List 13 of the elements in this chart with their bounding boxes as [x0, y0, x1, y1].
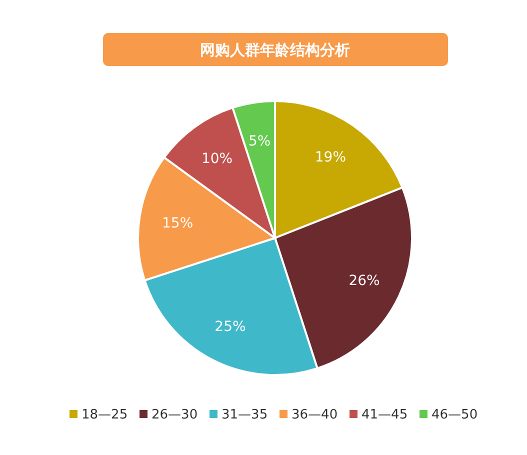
data-label: 19%	[314, 149, 346, 166]
data-label: 10%	[201, 151, 233, 168]
legend-label: 31—35	[222, 408, 268, 423]
data-label: 25%	[214, 318, 246, 335]
legend-label: 41—45	[362, 408, 408, 423]
legend-label: 18—25	[82, 408, 128, 423]
legend-label: 36—40	[292, 408, 338, 423]
chart-title: 网购人群年龄结构分析	[200, 41, 350, 59]
data-label: 15%	[162, 215, 194, 232]
data-label: 5%	[248, 133, 271, 150]
legend-label: 46—50	[432, 408, 478, 423]
data-label: 26%	[348, 272, 380, 289]
legend-label: 26—30	[152, 408, 198, 423]
